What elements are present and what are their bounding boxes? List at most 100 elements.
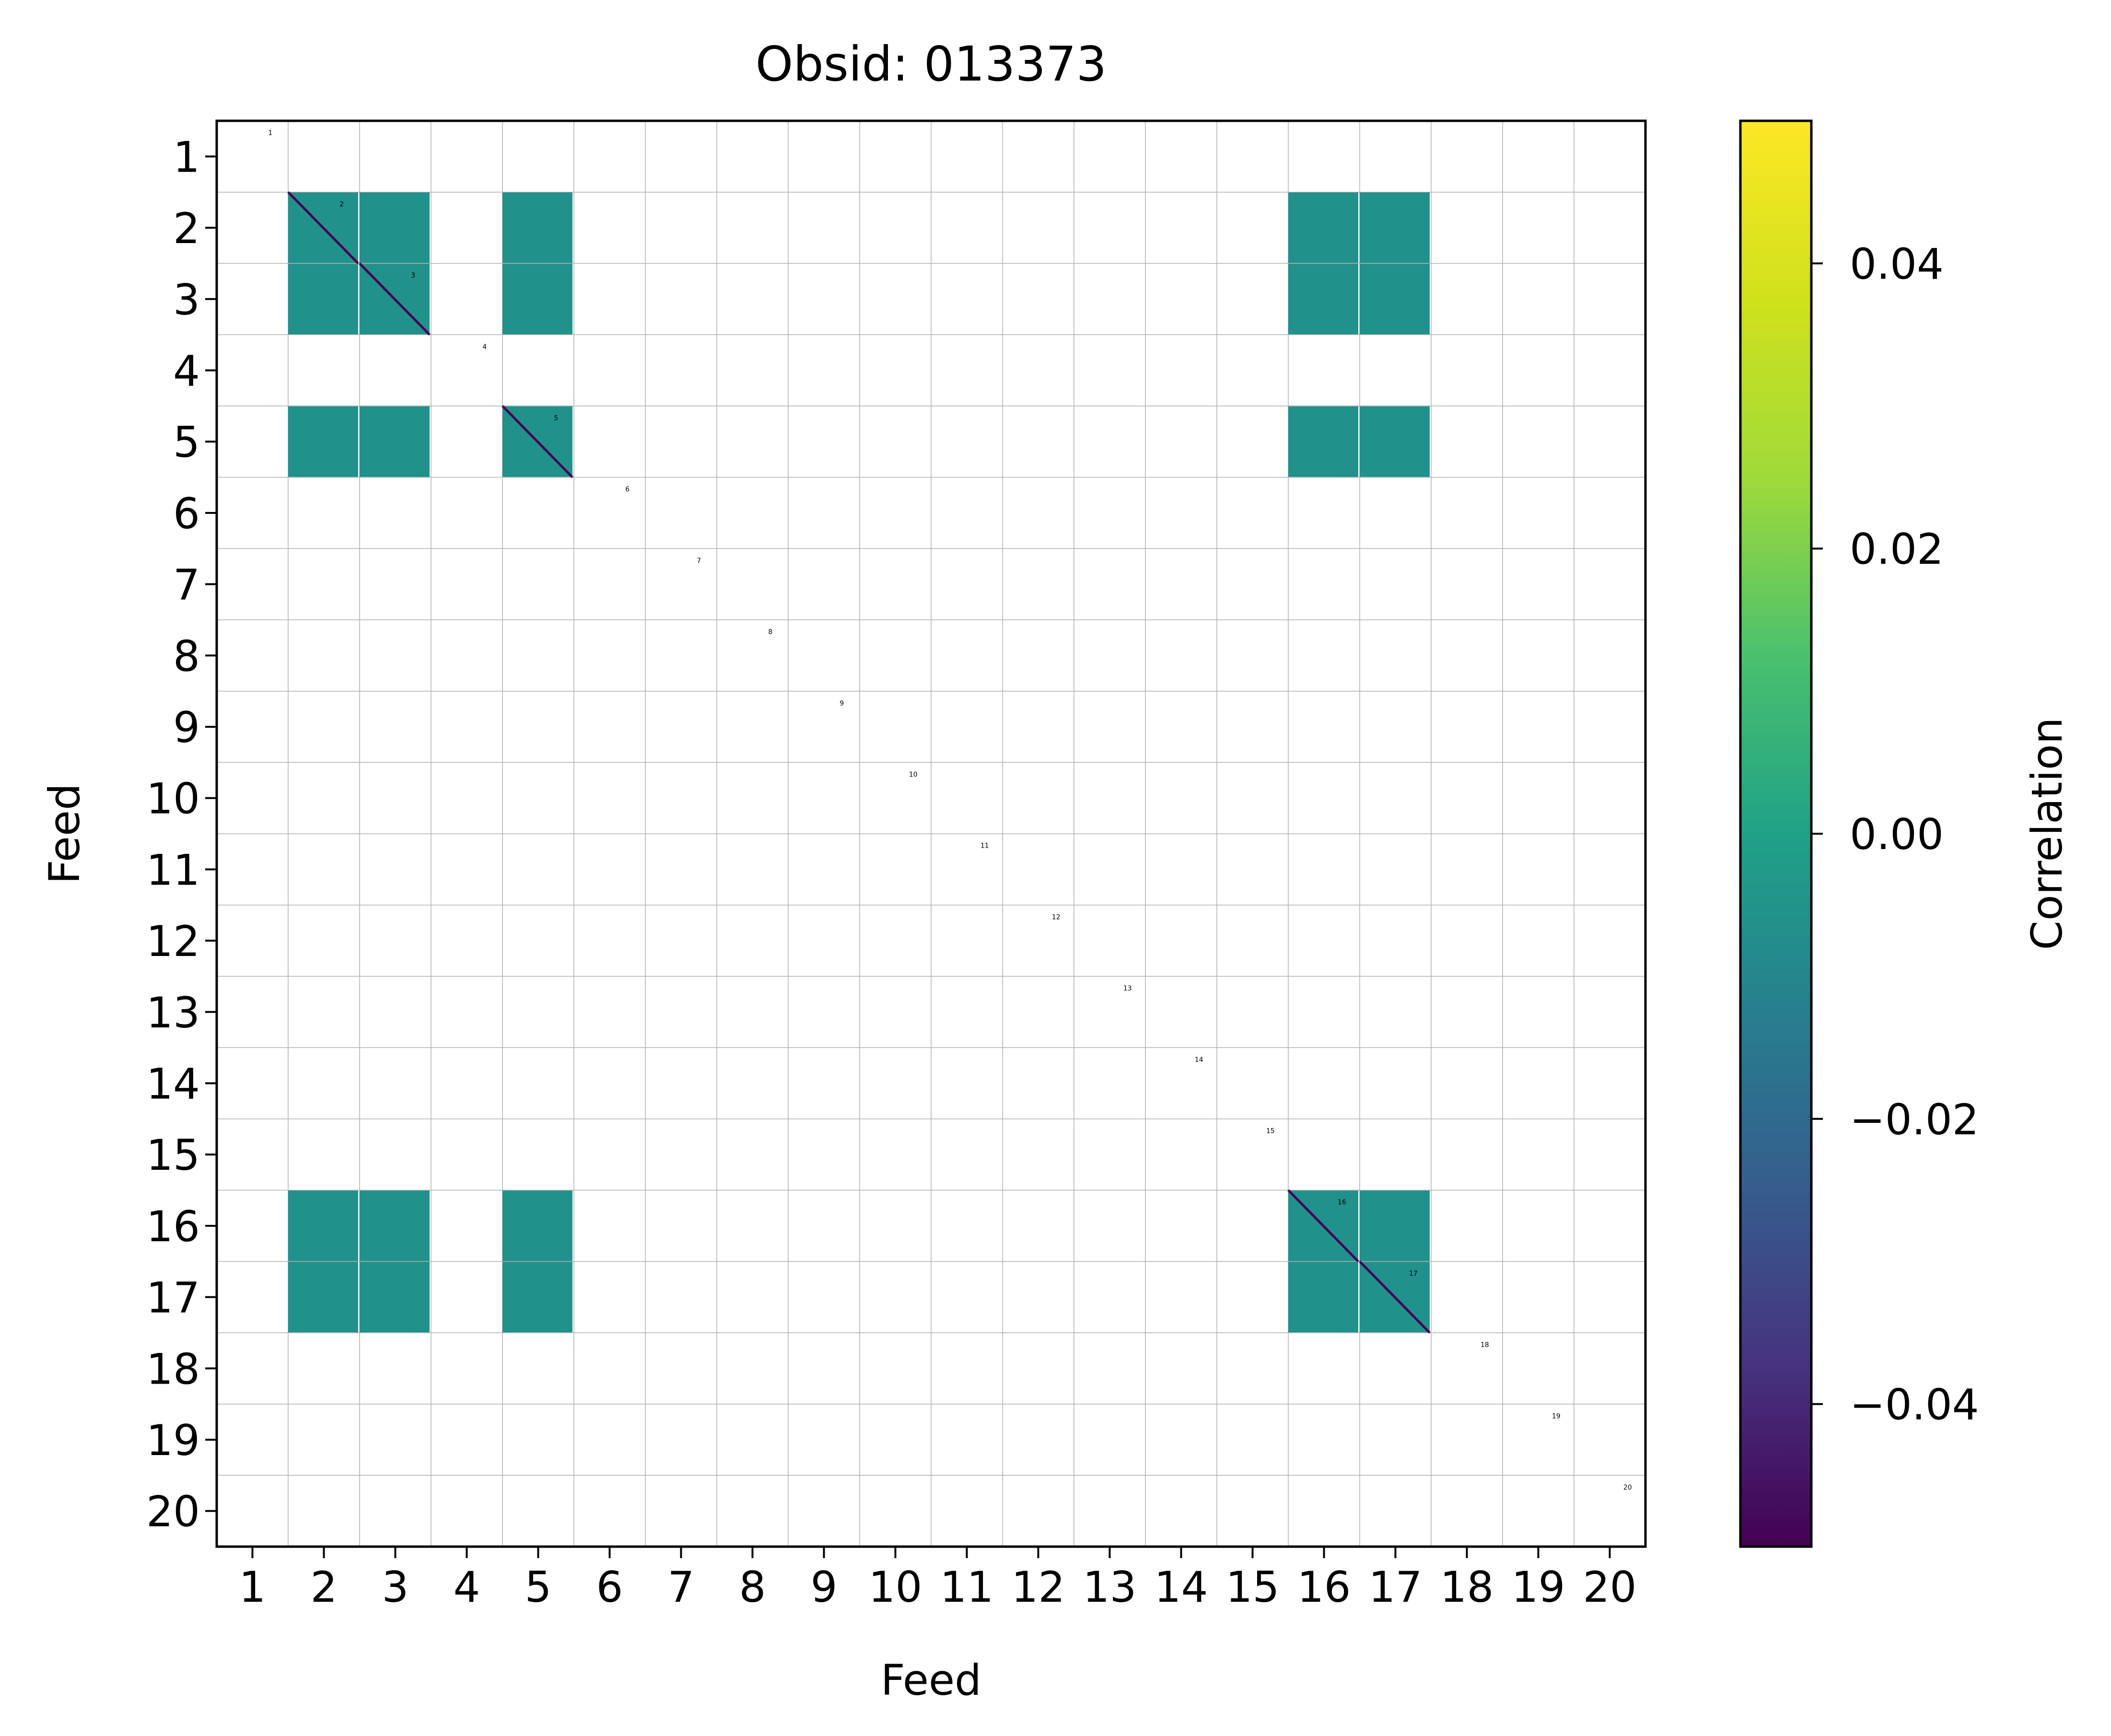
x-tick-label: 1	[239, 1562, 266, 1612]
plot-frame	[215, 119, 1647, 1548]
correlation-block	[1288, 192, 1359, 263]
grid-lines	[217, 121, 1645, 1547]
y-tick-label: 20	[146, 1487, 200, 1537]
y-tick-label: 3	[173, 275, 200, 325]
correlation-block	[1288, 1261, 1359, 1333]
colorbar-tick-label: −0.04	[1850, 1380, 1979, 1430]
colorbar-tick-label: 0.00	[1850, 810, 1944, 859]
colorbar-ticks: 0.04 0.02 0.00 −0.02 −0.04	[1811, 239, 1979, 1430]
x-tick-label: 20	[1583, 1562, 1637, 1612]
y-tick-label: 7	[173, 560, 200, 610]
x-tick-label: 13	[1083, 1562, 1137, 1612]
x-tick-label: 2	[311, 1562, 338, 1612]
y-tick-label: 5	[173, 418, 200, 467]
y-axis-label: Feed	[40, 783, 89, 884]
y-tick-label: 12	[146, 917, 200, 966]
feed-annotation: 11	[980, 842, 989, 850]
feed-annotation: 8	[768, 629, 772, 636]
feed-annotation: 20	[1623, 1484, 1632, 1491]
x-axis-ticks: 1 2 3 4 5 6 7 8 9 10 11 12 13 14 15 16 17 18 19 20	[239, 1547, 1637, 1612]
correlation-block	[502, 264, 573, 335]
y-tick-label: 8	[173, 631, 200, 681]
y-tick-label: 16	[146, 1202, 200, 1251]
y-tick-label: 19	[146, 1416, 200, 1465]
y-tick-label: 15	[146, 1130, 200, 1180]
x-axis-label: Feed	[881, 1655, 981, 1705]
x-tick-label: 3	[382, 1562, 409, 1612]
correlation-block	[360, 1190, 430, 1261]
correlation-blocks	[287, 191, 1431, 1334]
diagonal-autocorrelation	[502, 405, 573, 478]
y-tick-label: 13	[146, 988, 200, 1037]
feed-annotation: 3	[411, 272, 415, 280]
correlation-block	[360, 1261, 430, 1333]
colorbar-tick-label: −0.02	[1850, 1095, 1979, 1144]
x-tick-label: 10	[869, 1562, 922, 1612]
colorbar: 0.04 0.02 0.00 −0.02 −0.04	[1739, 119, 1979, 1548]
x-tick-label: 11	[940, 1562, 994, 1612]
x-tick-label: 16	[1297, 1562, 1351, 1612]
x-tick-label: 15	[1226, 1562, 1280, 1612]
y-tick-label: 14	[146, 1059, 200, 1108]
correlation-block	[502, 1261, 573, 1333]
y-tick-label: 17	[146, 1273, 200, 1323]
y-tick-label: 9	[173, 703, 200, 752]
correlation-block	[288, 1190, 359, 1261]
x-tick-label: 17	[1369, 1562, 1423, 1612]
y-tick-label: 6	[173, 489, 200, 538]
feed-annotation: 13	[1123, 985, 1132, 992]
x-tick-label: 12	[1012, 1562, 1065, 1612]
colorbar-tick-label: 0.02	[1850, 524, 1944, 574]
diagonal-autocorrelation	[1359, 1260, 1431, 1334]
y-tick-label: 2	[173, 204, 200, 253]
correlation-block	[360, 192, 430, 263]
correlation-block	[288, 1261, 359, 1333]
x-tick-label: 9	[811, 1562, 838, 1612]
correlation-block	[1360, 264, 1430, 335]
feed-annotation: 6	[625, 486, 630, 493]
correlation-block	[288, 406, 359, 477]
diagonal-autocorrelation	[1287, 1189, 1359, 1262]
x-tick-label: 19	[1512, 1562, 1565, 1612]
feed-annotation: 17	[1409, 1270, 1418, 1278]
feed-annotation: 14	[1195, 1056, 1203, 1064]
diagonal-autocorrelation	[287, 191, 359, 265]
feed-annotation: 12	[1052, 913, 1061, 921]
feed-annotation: 18	[1481, 1341, 1489, 1349]
y-tick-label: 18	[146, 1344, 200, 1394]
colorbar-label: Correlation	[2022, 717, 2072, 950]
correlation-block	[1360, 406, 1430, 477]
feed-annotation: 4	[482, 343, 487, 351]
x-tick-label: 14	[1155, 1562, 1208, 1612]
diagonal-autocorrelation	[359, 262, 431, 336]
y-tick-label: 4	[173, 346, 200, 396]
correlation-block	[288, 264, 359, 335]
correlation-block	[502, 1190, 573, 1261]
y-tick-label: 11	[146, 845, 200, 895]
x-tick-label: 8	[739, 1562, 766, 1612]
feed-annotation: 1	[268, 129, 272, 137]
feed-annotation: 2	[339, 200, 344, 208]
correlation-block	[1360, 192, 1430, 263]
feed-annotation: 7	[697, 557, 701, 565]
colorbar-gradient	[1740, 121, 1811, 1547]
x-tick-label: 7	[668, 1562, 695, 1612]
y-tick-label: 1	[173, 132, 200, 182]
x-tick-label: 6	[596, 1562, 623, 1612]
feed-annotation: 9	[840, 699, 844, 707]
colorbar-tick-label: 0.04	[1850, 239, 1944, 289]
correlation-block	[502, 192, 573, 263]
y-tick-label: 10	[146, 774, 200, 824]
correlation-block	[1288, 406, 1359, 477]
x-tick-label: 5	[525, 1562, 552, 1612]
feed-annotation: 5	[554, 415, 558, 422]
feed-annotation: 19	[1552, 1412, 1561, 1420]
chart-title: Obsid: 013373	[756, 36, 1107, 92]
correlation-block	[360, 406, 430, 477]
feed-annotation: 10	[909, 771, 918, 779]
correlation-block	[1360, 1190, 1430, 1261]
